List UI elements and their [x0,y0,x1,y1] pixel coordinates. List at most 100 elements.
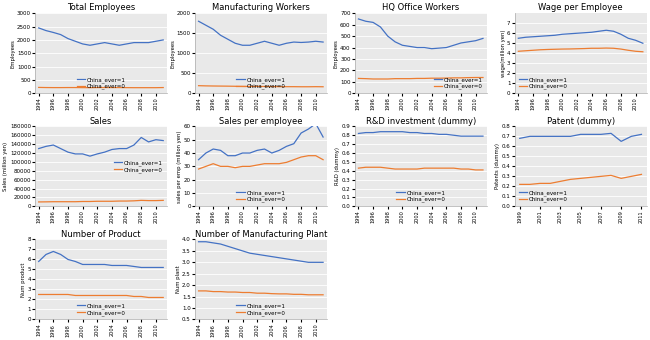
China_ever=0 [610,46,617,50]
China_ever=0 [450,166,458,170]
China_ever=0 [638,172,645,176]
China_ever=0 [369,165,377,169]
Line: China_ever=1: China_ever=1 [518,30,643,43]
China_ever=1 [297,131,305,135]
China_ever=0 [137,198,145,202]
China_ever=0 [319,85,327,89]
China_ever=1 [261,147,268,151]
China_ever=0 [64,85,72,89]
China_ever=1 [290,142,298,146]
China_ever=0 [101,85,109,89]
China_ever=1 [305,127,313,131]
China_ever=0 [42,85,50,89]
China_ever=0 [275,85,283,89]
China_ever=0 [86,86,94,90]
China_ever=1 [49,30,57,34]
China_ever=0 [283,85,291,89]
China_ever=0 [369,77,377,81]
Line: China_ever=0: China_ever=0 [358,78,483,79]
China_ever=1 [398,130,406,134]
China_ever=1 [472,134,480,138]
China_ever=0 [406,167,413,171]
China_ever=1 [413,46,421,50]
China_ever=1 [617,32,625,36]
China_ever=1 [406,44,413,48]
China_ever=0 [376,165,384,169]
China_ever=0 [479,168,487,172]
China_ever=0 [597,174,604,179]
China_ever=1 [57,252,64,256]
China_ever=1 [35,26,43,30]
China_ever=1 [319,40,327,44]
China_ever=1 [231,41,239,45]
China_ever=1 [384,130,392,134]
China_ever=1 [239,249,246,253]
China_ever=1 [567,134,575,138]
Title: HQ Office Workers: HQ Office Workers [382,3,460,13]
Legend: China_ever=1, China_ever=0: China_ever=1, China_ever=0 [395,189,447,204]
China_ever=1 [544,34,552,38]
China_ever=1 [305,40,313,44]
China_ever=0 [618,176,625,181]
China_ever=1 [376,25,384,29]
Title: Number of Product: Number of Product [61,230,140,239]
China_ever=0 [246,164,254,168]
China_ever=1 [465,134,473,138]
China_ever=1 [194,240,202,244]
Legend: China_ever=1, China_ever=0: China_ever=1, China_ever=0 [517,189,569,204]
China_ever=1 [194,158,202,162]
China_ever=0 [152,199,160,203]
China_ever=1 [479,134,487,138]
Legend: China_ever=1, China_ever=0: China_ever=1, China_ever=0 [235,76,287,90]
China_ever=1 [202,23,210,27]
China_ever=1 [101,150,109,154]
China_ever=0 [79,293,86,298]
Line: China_ever=0: China_ever=0 [39,294,163,298]
China_ever=0 [319,158,327,162]
China_ever=0 [421,76,428,81]
China_ever=1 [152,266,160,270]
China_ever=1 [312,260,320,265]
Line: China_ever=1: China_ever=1 [39,252,163,268]
Line: China_ever=1: China_ever=1 [358,19,483,49]
China_ever=1 [42,29,50,33]
China_ever=1 [64,37,72,41]
China_ever=0 [376,77,384,81]
China_ever=0 [261,162,268,166]
China_ever=0 [391,167,399,171]
China_ever=1 [290,40,298,44]
China_ever=0 [254,163,261,167]
China_ever=0 [566,47,573,51]
China_ever=0 [145,86,153,90]
China_ever=1 [305,260,313,265]
China_ever=0 [607,173,615,177]
China_ever=0 [312,85,320,89]
China_ever=1 [202,151,210,155]
Line: China_ever=1: China_ever=1 [198,124,323,160]
China_ever=0 [428,76,436,80]
China_ever=0 [159,198,167,202]
China_ever=1 [268,41,276,45]
Legend: China_ever=1, China_ever=0: China_ever=1, China_ever=0 [75,76,127,90]
China_ever=0 [435,76,443,80]
China_ever=0 [516,182,524,186]
China_ever=0 [290,158,298,162]
China_ever=1 [465,40,473,44]
China_ever=1 [86,43,94,47]
China_ever=1 [536,34,544,38]
China_ever=0 [268,292,276,296]
China_ever=1 [312,39,320,43]
China_ever=1 [362,19,370,23]
China_ever=0 [398,167,406,171]
China_ever=0 [384,166,392,170]
China_ever=0 [457,167,465,171]
China_ever=0 [546,181,554,185]
China_ever=0 [159,295,167,300]
China_ever=0 [275,292,283,296]
China_ever=0 [72,85,79,89]
China_ever=0 [94,85,101,89]
China_ever=1 [391,40,399,44]
China_ever=1 [137,266,145,270]
China_ever=0 [79,200,86,204]
China_ever=1 [443,46,450,50]
